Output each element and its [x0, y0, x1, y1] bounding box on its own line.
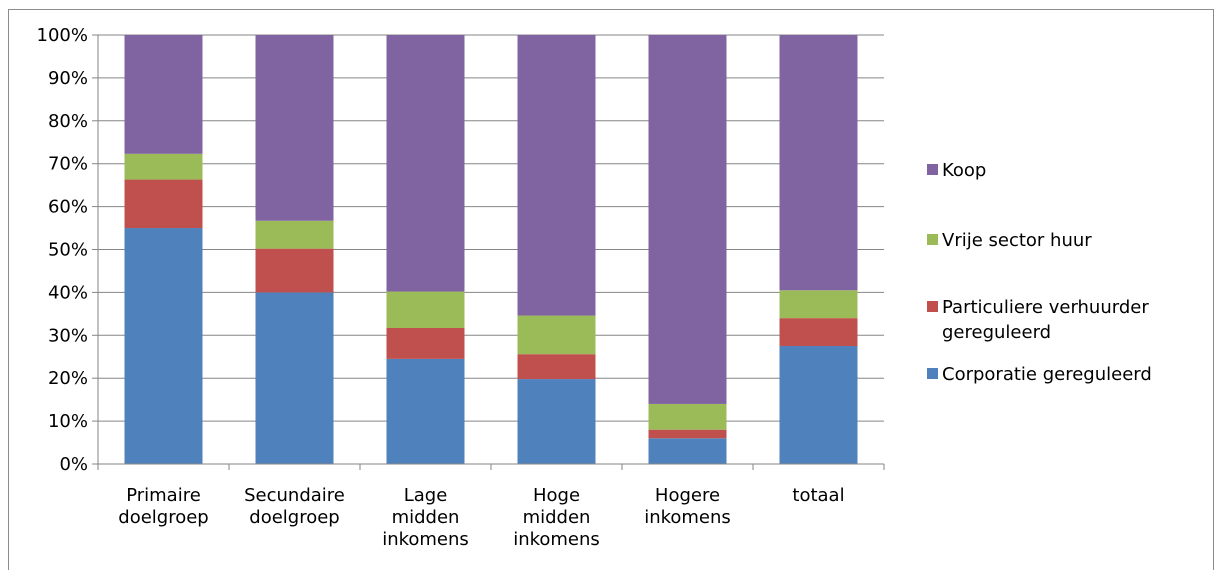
x-category-label-line: doelgroep [249, 507, 339, 528]
legend-label: Koop [942, 160, 986, 181]
bar-segment [255, 220, 334, 249]
x-category-label: totaal [792, 485, 844, 506]
bar-segment [517, 354, 596, 380]
bar-segment [517, 35, 596, 316]
legend: Koop Vrije sector huur Particuliere verhuu… [927, 160, 1152, 385]
x-category-label: Primaire doelgroep [118, 485, 208, 528]
bar-segment [386, 328, 465, 359]
x-category-label: Hogere inkomens [644, 485, 731, 528]
y-tick-label: 10% [48, 411, 88, 432]
bar-segment [124, 153, 203, 180]
bars [124, 35, 858, 464]
bar-segment [648, 429, 727, 439]
x-category-label-line: Hogere [655, 485, 720, 506]
y-tick-label: 0% [59, 454, 88, 475]
bar-segment [779, 290, 858, 319]
x-category-label-line: Primaire [126, 485, 201, 506]
axes [97, 35, 885, 470]
x-category-label-line: Hoge [533, 485, 580, 506]
legend-label-line: Vrije sector huur [942, 230, 1092, 251]
bar-segment [255, 248, 334, 293]
y-tick-label: 100% [37, 25, 88, 46]
gridlines [98, 34, 884, 422]
legend-label: Particuliere verhuurder gereguleerd [942, 297, 1149, 343]
frame-border-top [8, 9, 1214, 10]
bar-segment [124, 179, 203, 229]
bar-segment [779, 318, 858, 347]
legend-label: Corporatie gereguleerd [942, 364, 1152, 385]
legend-swatch [927, 234, 938, 245]
bar-segment [648, 438, 727, 464]
legend-label-line: Particuliere verhuurder [942, 297, 1149, 318]
y-axis-ticks: 0% 10% 20% 30% 40% 50% 60% 70% 80% 90% 100% [37, 25, 98, 475]
bar-segment [255, 292, 334, 464]
x-category-label: Lage midden inkomens [382, 485, 469, 550]
y-tick-label: 40% [48, 282, 88, 303]
y-tick-label: 60% [48, 197, 88, 218]
y-tick-label: 80% [48, 111, 88, 132]
legend-label-line: gereguleerd [942, 322, 1051, 343]
bar-segment [517, 315, 596, 355]
bar-segment [386, 291, 465, 329]
x-category-label: Secundaire doelgroep [244, 485, 345, 528]
y-tick-label: 20% [48, 368, 88, 389]
x-category-label-line: doelgroep [118, 507, 208, 528]
legend-label-line: Koop [942, 160, 986, 181]
x-category-label-line: inkomens [513, 529, 600, 550]
bar-segment [124, 35, 203, 154]
legend-label: Vrije sector huur [942, 230, 1092, 251]
bar-segment [779, 346, 858, 464]
bar-segment [255, 35, 334, 221]
bar-segment [386, 358, 465, 464]
y-tick-label: 50% [48, 240, 88, 261]
x-category-label-line: inkomens [644, 507, 731, 528]
legend-swatch [927, 164, 938, 175]
legend-swatch [927, 301, 938, 312]
bar-segment [648, 403, 727, 430]
frame-border-left [8, 9, 9, 570]
x-category-label-line: inkomens [382, 529, 469, 550]
legend-label-line: Corporatie gereguleerd [942, 364, 1152, 385]
y-tick-label: 30% [48, 325, 88, 346]
bar-segment [648, 35, 727, 404]
y-tick-label: 90% [48, 68, 88, 89]
bar-segment [517, 379, 596, 464]
x-category-label-line: midden [523, 507, 591, 528]
x-category-label-line: midden [392, 507, 460, 528]
x-category-label: Hoge midden inkomens [513, 485, 600, 550]
bar-segment [386, 35, 465, 292]
x-category-label-line: Lage [404, 485, 448, 506]
bar-segment [779, 35, 858, 291]
y-tick-label: 70% [48, 154, 88, 175]
legend-swatch [927, 368, 938, 379]
x-category-label-line: Secundaire [244, 485, 345, 506]
bar-segment [124, 228, 203, 464]
x-category-label-line: totaal [792, 485, 844, 506]
